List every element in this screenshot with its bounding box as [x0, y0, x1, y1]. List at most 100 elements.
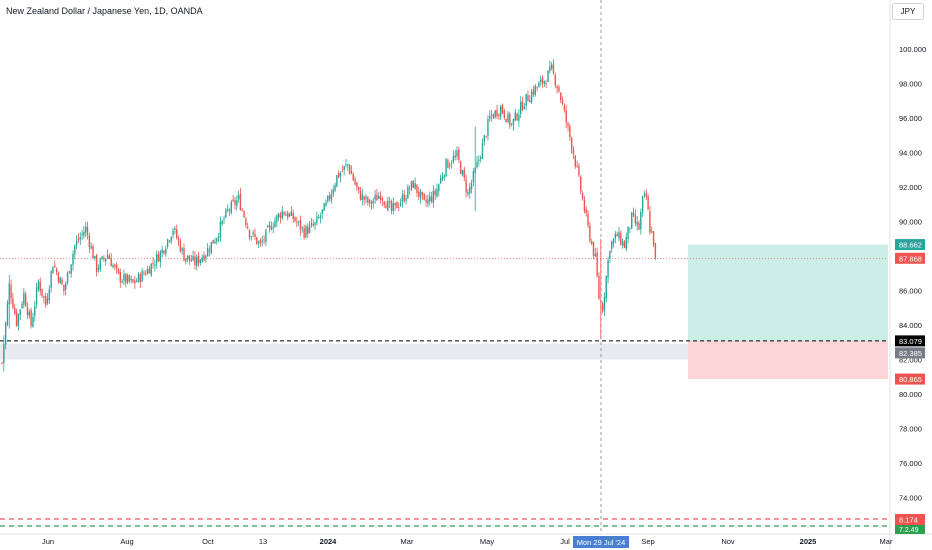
candle-body: [481, 142, 484, 159]
candle-body: [641, 196, 644, 213]
candle-body: [405, 198, 407, 202]
candle-body: [59, 277, 61, 284]
candle-body: [454, 155, 456, 158]
candle-body: [101, 256, 103, 260]
candle-body: [470, 182, 473, 189]
candle-body: [383, 201, 385, 205]
candle-body: [61, 279, 63, 285]
candle-body: [115, 264, 118, 269]
candle-body: [263, 239, 265, 241]
candle-body: [352, 174, 354, 181]
candle-body: [296, 221, 298, 223]
candle-body: [652, 231, 655, 245]
candle-body: [12, 298, 14, 309]
candle-body: [277, 213, 280, 218]
candle-body: [105, 258, 107, 262]
y-tick-label: 82.000: [899, 356, 922, 365]
candle-body: [450, 163, 453, 165]
candle-body: [292, 212, 294, 220]
candle-body: [72, 253, 74, 265]
candle-body: [356, 182, 358, 188]
candle-body: [196, 256, 198, 266]
candle-body: [79, 237, 81, 240]
candle-body: [525, 93, 527, 106]
candle-body: [301, 227, 303, 229]
candle-body: [165, 248, 167, 255]
candle-body: [37, 281, 40, 290]
candle-body: [226, 209, 229, 211]
x-tick-label: Sep: [641, 537, 654, 546]
candle-body: [643, 194, 646, 195]
candle-body: [441, 177, 444, 180]
candle-body: [407, 186, 409, 199]
y-tick-label: 100.000: [899, 45, 926, 54]
y-tick-label: 90.000: [899, 218, 922, 227]
candle-body: [425, 200, 427, 203]
candle-body: [501, 104, 504, 113]
candle-body: [494, 110, 496, 117]
candle-body: [408, 188, 411, 190]
candle-body: [310, 222, 313, 226]
candle-body: [479, 157, 482, 159]
long-position-target-zone[interactable]: [688, 244, 888, 341]
crosshair-time-label: Mon 29 Jul '24: [577, 538, 626, 547]
candle-body: [636, 221, 638, 225]
candle-body: [259, 240, 262, 244]
candle-body: [143, 272, 145, 274]
candle-body: [512, 118, 515, 126]
candle-body: [287, 212, 289, 218]
candle-body: [314, 222, 316, 226]
candle-body: [265, 229, 267, 243]
candle-body: [640, 212, 642, 230]
candle-body: [197, 255, 200, 264]
candle-body: [161, 249, 163, 254]
candle-body: [469, 187, 471, 194]
candle-body: [130, 278, 132, 281]
candle-body: [267, 226, 269, 228]
grey-level-badge: [895, 347, 925, 359]
candle-body: [186, 255, 189, 260]
candle-body: [432, 190, 435, 204]
candle-body: [614, 233, 617, 239]
candle-body: [50, 271, 52, 288]
candle-body: [554, 74, 556, 86]
candle-body: [126, 275, 129, 283]
candle-body: [234, 200, 236, 205]
candle-body: [529, 100, 531, 103]
candle-body: [549, 66, 551, 72]
candle-body: [421, 191, 424, 195]
candle-body: [123, 274, 125, 281]
current-price-label: 87.868: [899, 254, 922, 263]
candle-body: [125, 273, 127, 283]
candle-body: [651, 231, 653, 233]
candle-body: [627, 226, 629, 240]
candle-body: [294, 217, 296, 222]
x-tick-label: Nov: [721, 537, 735, 546]
candle-body: [68, 271, 71, 274]
candle-body: [21, 304, 23, 308]
candle-body: [225, 209, 227, 218]
candle-body: [476, 161, 478, 168]
support-zone: [0, 343, 888, 360]
candle-body: [567, 122, 569, 126]
candle-body: [343, 166, 345, 171]
candle-body: [569, 126, 571, 138]
long-position-stop-zone[interactable]: [688, 340, 888, 380]
candle-body: [35, 287, 38, 305]
candle-body: [316, 216, 318, 223]
candle-body: [358, 186, 360, 190]
candle-body: [520, 101, 522, 114]
candle-body: [148, 268, 151, 274]
candle-body: [540, 79, 542, 82]
candle-body: [103, 257, 105, 260]
candle-body: [210, 242, 212, 254]
candle-body: [370, 201, 373, 205]
candle-body: [308, 225, 311, 233]
candle-body: [345, 164, 347, 166]
currency-button[interactable]: JPY: [892, 3, 924, 20]
candle-body: [106, 254, 109, 259]
candle-body: [372, 201, 374, 203]
candle-body: [74, 245, 76, 255]
